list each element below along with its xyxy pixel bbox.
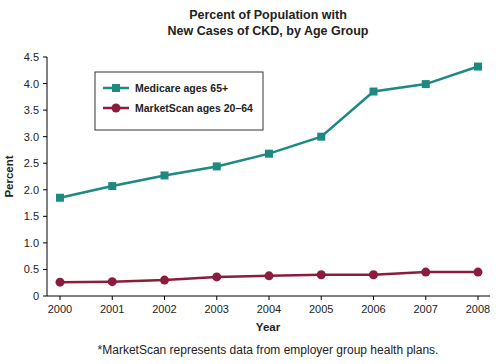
x-tick [425,296,426,300]
legend-box [95,72,263,130]
y-tick-label: 3.5 [24,104,39,116]
x-tick-label: 2005 [309,303,333,315]
data-point [161,171,169,179]
data-point [370,88,378,96]
data-point [422,80,430,88]
y-tick [43,136,47,137]
x-axis-label: Year [256,321,281,333]
legend-marker [112,84,120,92]
annotation: *MarketScan represents data from employe… [98,343,439,357]
x-axis [47,296,490,297]
data-point [265,271,274,280]
x-tick [321,296,322,300]
series-line [60,67,478,198]
y-axis [47,57,48,296]
data-point [317,270,326,279]
data-point [212,272,221,281]
series-line [60,272,478,282]
x-tick [164,296,165,300]
data-point [213,162,221,170]
y-tick [43,110,47,111]
y-tick-label: 3.0 [24,131,39,143]
x-tick [60,296,61,300]
y-tick-label: 4.5 [24,51,39,63]
y-tick [43,216,47,217]
y-tick [43,163,47,164]
x-tick-label: 2006 [361,303,385,315]
y-tick [43,189,47,190]
x-tick [478,296,479,300]
y-tick [43,242,47,243]
y-tick-label: 1.5 [24,210,39,222]
x-tick-label: 2007 [414,303,438,315]
data-point [421,268,430,277]
data-point [56,194,64,202]
y-axis-label: Percent [3,155,15,197]
legend-label: Medicare ages 65+ [135,82,228,94]
data-point [108,182,116,190]
x-tick-label: 2003 [205,303,229,315]
title: Percent of Population with [189,8,347,22]
legend: Medicare ages 65+ MarketScan ages 20–64 [95,72,263,130]
legend-marker [112,104,121,113]
data-point [265,150,273,158]
x-tick [216,296,217,300]
x-tick-label: 2004 [257,303,281,315]
data-point [108,277,117,286]
y-tick-label: 0 [33,290,39,302]
y-tick [43,83,47,84]
plot-area [56,63,483,287]
y-tick-label: 0.5 [24,263,39,275]
x-tick [373,296,374,300]
y-tick [43,296,47,297]
x-tick-label: 2002 [152,303,176,315]
legend-label: MarketScan ages 20–64 [135,102,253,114]
y-tick-label: 2.0 [24,184,39,196]
data-point [160,276,169,285]
y-tick-label: 2.5 [24,157,39,169]
x-tick [269,296,270,300]
y-tick [43,57,47,58]
x-tick [112,296,113,300]
data-point [369,270,378,279]
x-tick-label: 2000 [48,303,72,315]
chart: Percent of Population with New Cases of C… [0,0,504,364]
data-point [317,133,325,141]
y-tick-label: 4.0 [24,78,39,90]
title: New Cases of CKD, by Age Group [168,24,369,38]
data-point [56,278,65,287]
x-tick-label: 2008 [466,303,490,315]
data-point [474,63,482,71]
x-tick-label: 2001 [100,303,124,315]
y-tick [43,269,47,270]
data-point [474,268,483,277]
y-tick-label: 1.0 [24,237,39,249]
